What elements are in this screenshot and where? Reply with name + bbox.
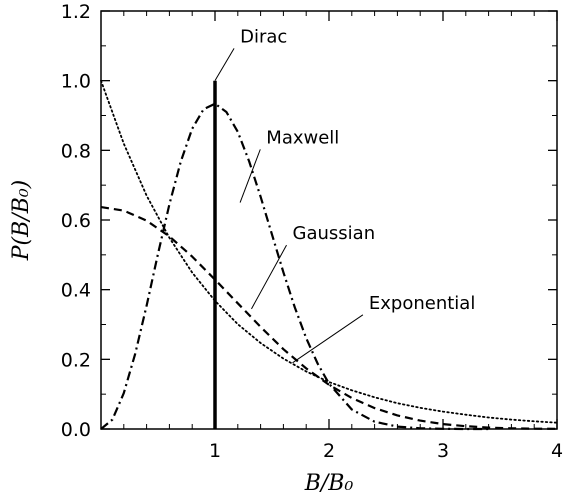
y-tick-label: 0.2: [61, 349, 91, 371]
y-tick-label: 0.0: [61, 419, 91, 441]
annotation-exponential: Exponential: [369, 293, 475, 314]
x-tick-label: 3: [437, 440, 449, 462]
y-tick-label: 1.2: [61, 1, 91, 23]
series-exponential-line: [100, 79, 558, 424]
y-axis-label: P(B/B₀): [9, 180, 34, 262]
series-layer: [100, 79, 558, 431]
x-tick-label: 1: [209, 440, 221, 462]
plot-frame: [100, 10, 558, 430]
annotation-dirac: Dirac: [240, 26, 287, 47]
axis-ticks: 0.0 0.2 0.4 0.6 0.8 1.0 1.2 1 2 3 4: [61, 1, 563, 462]
series-maxwell-line: [100, 102, 489, 431]
annotation-maxwell: Maxwell: [266, 127, 339, 148]
x-tick-label: 4: [551, 440, 563, 462]
y-tick-label: 0.8: [61, 140, 91, 162]
x-axis-label: B/B₀: [304, 471, 354, 496]
annotations: Dirac Maxwell Gaussian Exponential: [214, 26, 475, 364]
y-tick-label: 0.6: [61, 210, 91, 232]
annotation-gaussian: Gaussian: [293, 223, 376, 244]
annotation-leader-maxwell: [239, 149, 261, 203]
y-tick-label: 1.0: [61, 71, 91, 93]
x-tick-label: 2: [323, 440, 335, 462]
annotation-leader-gaussian: [251, 244, 287, 310]
annotation-leader-exponential: [292, 314, 364, 364]
series-gaussian-line: [100, 206, 558, 430]
annotation-leader-dirac: [214, 48, 235, 81]
y-tick-label: 0.4: [61, 280, 91, 302]
